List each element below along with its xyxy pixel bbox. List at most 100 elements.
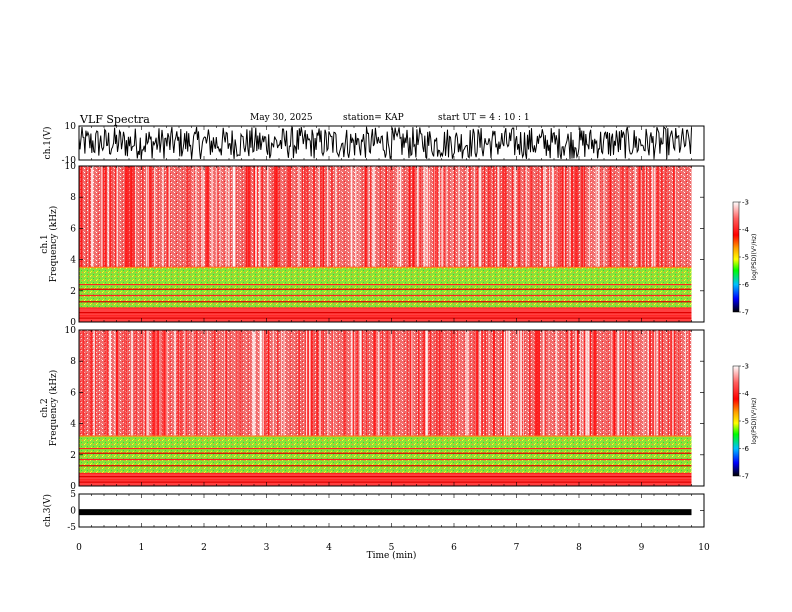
ch2-spectrogram-streak	[108, 330, 111, 437]
ch2-spectrogram-streak	[481, 330, 483, 437]
ch2-spectrogram-streak	[473, 330, 475, 437]
ch1-spectrogram-streak	[101, 166, 103, 268]
chart-title: VLF Spectra	[80, 113, 150, 126]
ch2-spectrogram-streak	[457, 330, 459, 437]
ch1-spectrogram-streak	[434, 166, 436, 268]
ch2-spectrogram-streak	[316, 330, 319, 437]
ch2-spectrogram-streak	[141, 330, 143, 437]
ch2-spectrogram-streak	[356, 330, 359, 437]
ch1-spectrogram-streak	[428, 166, 430, 268]
ch2-spectrogram-streak	[310, 330, 312, 437]
ch2-spectrogram-streak	[658, 330, 660, 437]
ch2-spectrogram-streak	[390, 330, 393, 437]
ch2-spectrogram-streak	[225, 330, 227, 437]
ch2-spectrogram-streak	[365, 330, 368, 437]
ch1-spectrogram-streak	[473, 166, 475, 268]
ch2-spectrogram-streak	[394, 330, 395, 437]
ch1-spectrogram-ytick-label: 6	[70, 224, 76, 234]
ch1-spectrogram-streak	[135, 166, 137, 268]
ch1-trace	[78, 126, 692, 160]
ch3-waveform-ytick-label: 5	[70, 490, 76, 500]
ch1-spectrogram-streak	[111, 166, 113, 268]
ch2-spectrogram-streak	[662, 330, 664, 437]
time-tick-label: 10	[698, 543, 710, 553]
ch1-spectrogram-streak	[441, 166, 444, 268]
ch2-spectrogram-streak	[224, 330, 225, 437]
ch1-spectrogram-streak	[558, 166, 560, 268]
ch2-colorbar-tick-label: -6	[742, 445, 750, 453]
ch1-spectrogram-streak	[412, 166, 414, 268]
ch2-spectrogram-high-band	[79, 330, 692, 437]
ch1-spectrogram-streak	[610, 166, 612, 268]
ch1-spectrogram-ytick-label: 2	[70, 287, 76, 297]
ch1-spectrogram-streak	[620, 166, 621, 268]
ch1-spectrogram-streak	[193, 166, 194, 268]
ch2-spectrogram-streak	[164, 330, 167, 437]
ch1-spectrogram-streak	[541, 166, 543, 268]
ch1-spectrogram-streak	[426, 166, 429, 268]
start-time-label: start UT = 4 : 10 : 1	[438, 113, 530, 123]
ch2-spectrogram-streak	[352, 330, 354, 437]
ch1-spectrogram-streak	[364, 166, 367, 268]
ch2-spectrogram-streak	[157, 330, 159, 437]
ch1-spectrogram-streak	[358, 166, 360, 268]
ch2-spectrogram-streak	[192, 330, 194, 437]
time-tick-label: 0	[76, 543, 82, 553]
ch1-spectrogram-streak	[569, 166, 571, 268]
ch2-colorbar-label: log(PSD)(V²/Hz)	[751, 398, 758, 445]
ch2-spectrogram-streak	[613, 330, 615, 437]
ch1-spectrogram-streak	[448, 166, 450, 268]
ch1-spectrogram-streak	[128, 166, 129, 268]
ch1-spectrogram-streak	[638, 166, 640, 268]
ch1-spectrogram-streak	[512, 166, 514, 268]
ch3-trace	[79, 509, 692, 516]
ch1-spectrogram-streak	[289, 166, 291, 268]
ch2-spectrogram-streak	[503, 330, 506, 437]
ch1-spectrogram-streak	[492, 166, 494, 268]
ch2-spectrogram-streak	[465, 330, 467, 437]
ch2-spectrogram-streak	[155, 330, 157, 437]
ch1-spectrogram-streak	[489, 166, 491, 268]
ch2-spectrogram-streak	[458, 330, 460, 437]
ch2-spectrogram-streak	[81, 330, 83, 437]
ch2-spectrogram-streak	[135, 330, 137, 437]
ch1-spectrogram-ylabel: Frequency (kHz)	[48, 206, 59, 283]
ch2-spectrogram-streak	[670, 330, 673, 437]
ch2-spectrogram-streak	[426, 330, 429, 437]
ch1-spectrogram-streak	[619, 166, 621, 268]
ch1-spectrogram-streak	[109, 166, 111, 268]
ch3-waveform-panel: 5 0 -5 ch.3(V)	[42, 490, 705, 533]
ch1-spectrogram-streak	[142, 166, 144, 268]
ch2-spectrogram-streak	[537, 330, 539, 437]
ch2-spectrogram-streak	[555, 330, 558, 437]
ch1-spectrogram-streak	[276, 166, 278, 268]
ch2-spectrogram-streak	[144, 330, 146, 437]
date-label: May 30, 2025	[250, 113, 313, 123]
ch2-spectrogram-streak	[548, 330, 550, 437]
ch1-spectrogram-streak	[525, 166, 527, 268]
ch1-spectrogram-streak	[255, 166, 257, 268]
ch2-spectrogram-streak	[308, 330, 311, 437]
ch2-colorbar-tick-label: -4	[742, 390, 750, 398]
ch2-spectrogram-streak	[517, 330, 520, 437]
ch1-spectrogram-streak	[168, 166, 170, 268]
ch1-spectrogram-streak	[654, 166, 656, 268]
ch1-spectrogram-streak	[469, 166, 471, 268]
ch2-spectrogram-streak	[479, 330, 480, 437]
ch1-spectrogram-streak	[279, 166, 280, 268]
time-axis: 0 1 2 3 4 5 6 7 8 9 10 Time (min)	[76, 543, 710, 561]
ch1-waveform-ytick-label: -10	[62, 156, 77, 166]
ch1-spectrogram-streak	[203, 166, 205, 268]
ch1-spectrogram-streak	[355, 166, 357, 268]
ch1-spectrogram-streak	[89, 166, 91, 268]
ch1-spectrogram-streak	[350, 166, 353, 268]
ch2-spectrogram-streak	[653, 330, 656, 437]
ch1-spectrogram-streak	[413, 166, 415, 268]
ch1-spectrogram-streak	[261, 166, 264, 268]
ch1-spectrogram-streak	[674, 166, 676, 268]
ch1-spectrogram-streak	[419, 166, 421, 268]
ch2-spectrogram-streak	[582, 330, 584, 437]
ch3-waveform-ylabel: ch.3(V)	[42, 494, 53, 527]
ch2-spectrogram-streak	[506, 330, 507, 437]
ch1-spectrogram-streak	[201, 166, 203, 268]
